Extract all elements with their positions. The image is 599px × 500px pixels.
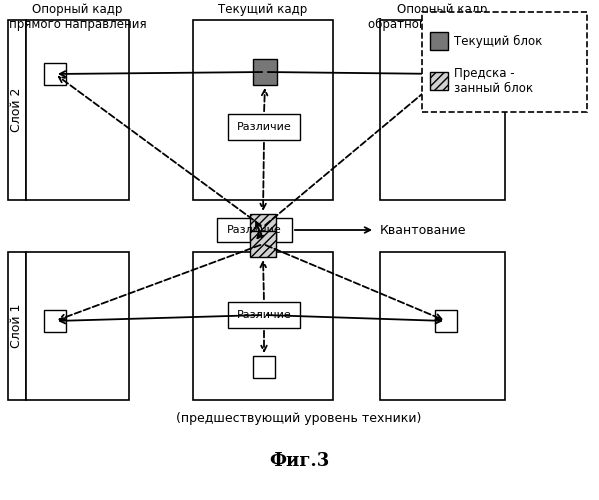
Bar <box>253 356 275 378</box>
Bar <box>430 32 448 50</box>
Bar <box>217 218 292 242</box>
Text: (предшествующий уровень техники): (предшествующий уровень техники) <box>176 412 422 425</box>
Text: Квантование: Квантование <box>380 224 467 236</box>
Bar <box>193 252 333 400</box>
Bar <box>253 59 277 85</box>
Bar <box>228 302 300 328</box>
Bar <box>44 63 66 85</box>
Bar <box>435 310 457 332</box>
Bar <box>8 20 26 200</box>
Text: Различие: Различие <box>237 310 291 320</box>
Text: Опорный кадр
обратного направления: Опорный кадр обратного направления <box>368 3 518 31</box>
Bar <box>422 12 587 112</box>
Text: Опорный кадр
прямого направления: Опорный кадр прямого направления <box>9 3 146 31</box>
Text: Предска -
занный блок: Предска - занный блок <box>454 67 533 95</box>
Bar <box>228 114 300 140</box>
Text: Фиг.3: Фиг.3 <box>269 452 329 470</box>
Bar <box>26 20 129 200</box>
Text: Слой 2: Слой 2 <box>11 88 23 132</box>
Bar <box>435 63 457 85</box>
Bar <box>193 20 333 200</box>
Bar <box>26 252 129 400</box>
Text: Текущий кадр: Текущий кадр <box>219 3 308 16</box>
Text: Различие: Различие <box>227 225 282 235</box>
Text: Слой 1: Слой 1 <box>11 304 23 348</box>
Text: Текущий блок: Текущий блок <box>454 34 542 48</box>
Bar <box>250 214 276 240</box>
Bar <box>44 310 66 332</box>
Bar <box>250 231 276 257</box>
Bar <box>380 252 505 400</box>
Bar <box>430 72 448 90</box>
Text: Различие: Различие <box>237 122 291 132</box>
Bar <box>8 252 26 400</box>
Bar <box>380 20 505 200</box>
